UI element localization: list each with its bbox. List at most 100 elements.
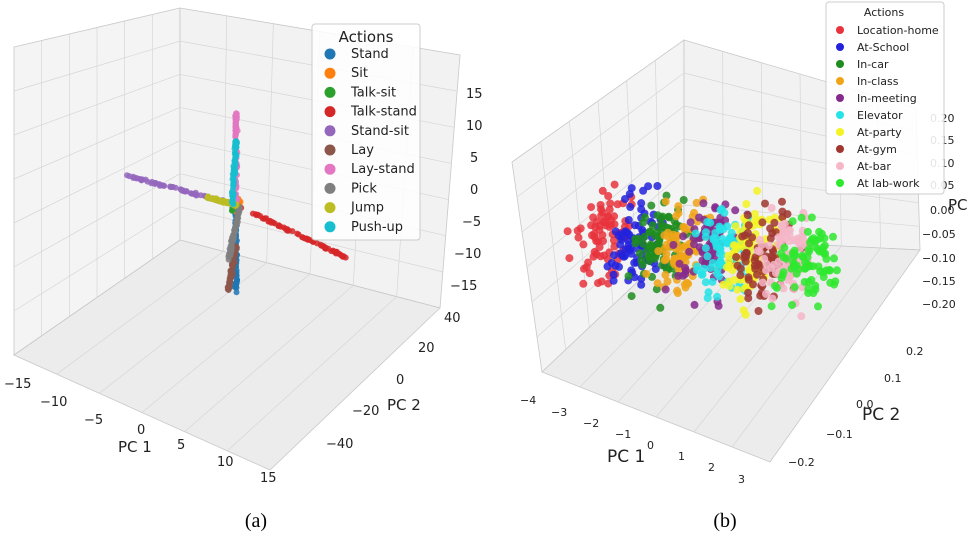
point [563,227,572,236]
point [233,244,240,251]
point [726,233,735,242]
point [639,218,648,227]
point [740,251,749,259]
point [626,203,635,211]
point [762,289,770,298]
point [231,233,238,239]
point [754,307,763,315]
point [701,244,710,253]
legend-a-marker [324,221,336,233]
point [803,227,812,236]
point [233,110,240,117]
points-b [563,180,841,321]
point [731,206,740,215]
point [233,217,240,224]
point [223,200,230,207]
legend-b-item: At-bar [836,160,891,173]
point [736,295,745,304]
point [610,212,619,221]
legend-a-marker [324,48,336,60]
point [233,144,240,151]
legend-a-item: Jump [324,201,384,216]
point [798,251,807,260]
legend-b-item: In-car [836,58,889,71]
b-ztick-1: −0.15 [922,275,956,288]
point [597,211,606,220]
point [627,292,636,301]
point [637,280,646,289]
point [653,279,662,288]
point [606,199,615,208]
point [587,203,596,212]
point [674,209,683,218]
point [733,285,742,294]
point [230,174,237,181]
point [592,217,601,226]
point [595,225,604,234]
legend-b-item: At-gym [836,143,897,156]
point [778,207,787,216]
a-ztick-6: 15 [466,87,483,102]
series-b-at-lab-work [767,213,841,311]
legend-a-label: Lay [351,143,374,158]
a-ytick-0: −40 [326,437,353,452]
point [660,245,669,254]
point [731,222,740,231]
legend-a-title: Actions [339,28,394,46]
point [825,266,834,275]
point [604,192,613,200]
point [613,200,622,209]
point [590,233,599,242]
point [779,227,788,236]
point [585,269,594,278]
legend-b-marker [836,162,844,170]
point [635,249,644,258]
b-xtick-7: 3 [738,473,745,486]
point [819,243,828,252]
b-xtick-0: −4 [520,394,536,407]
point [653,182,662,190]
point [804,289,813,297]
point [816,267,825,276]
b-xtick-3: −1 [615,428,631,441]
point [750,210,759,218]
point [685,247,694,256]
point [658,212,667,221]
b-ztick-0: −0.20 [922,298,956,311]
point [598,186,607,195]
a-ytick-3: 20 [418,341,435,356]
point [778,197,786,206]
point [609,270,618,279]
b-ztick-3: −0.05 [922,228,956,241]
point [819,273,828,281]
legend-b-label: In-car [857,58,889,71]
point [728,266,737,275]
point [693,262,702,271]
point [674,202,683,211]
point [673,289,682,298]
point [690,300,699,309]
point [788,217,797,226]
point [729,241,738,250]
point [829,232,837,241]
series-a-push-up [229,138,241,208]
point [703,294,712,302]
legend-a-marker [324,144,336,156]
a-ytick-2: 0 [396,373,404,388]
b-xtick-2: −2 [583,417,599,430]
legend-a-label: Push-up [351,220,403,235]
point [579,240,588,249]
point [638,260,647,269]
point [701,278,710,287]
b-ztick-2: −0.10 [922,252,956,265]
point [792,269,801,278]
point [615,262,623,271]
b-xtick-4: 0 [647,439,654,452]
a-xtick-6: 15 [260,471,277,486]
point [226,275,233,282]
point [779,268,788,277]
point [733,261,742,270]
point [160,182,167,189]
point [831,277,840,286]
a-ytick-1: −20 [352,404,379,419]
